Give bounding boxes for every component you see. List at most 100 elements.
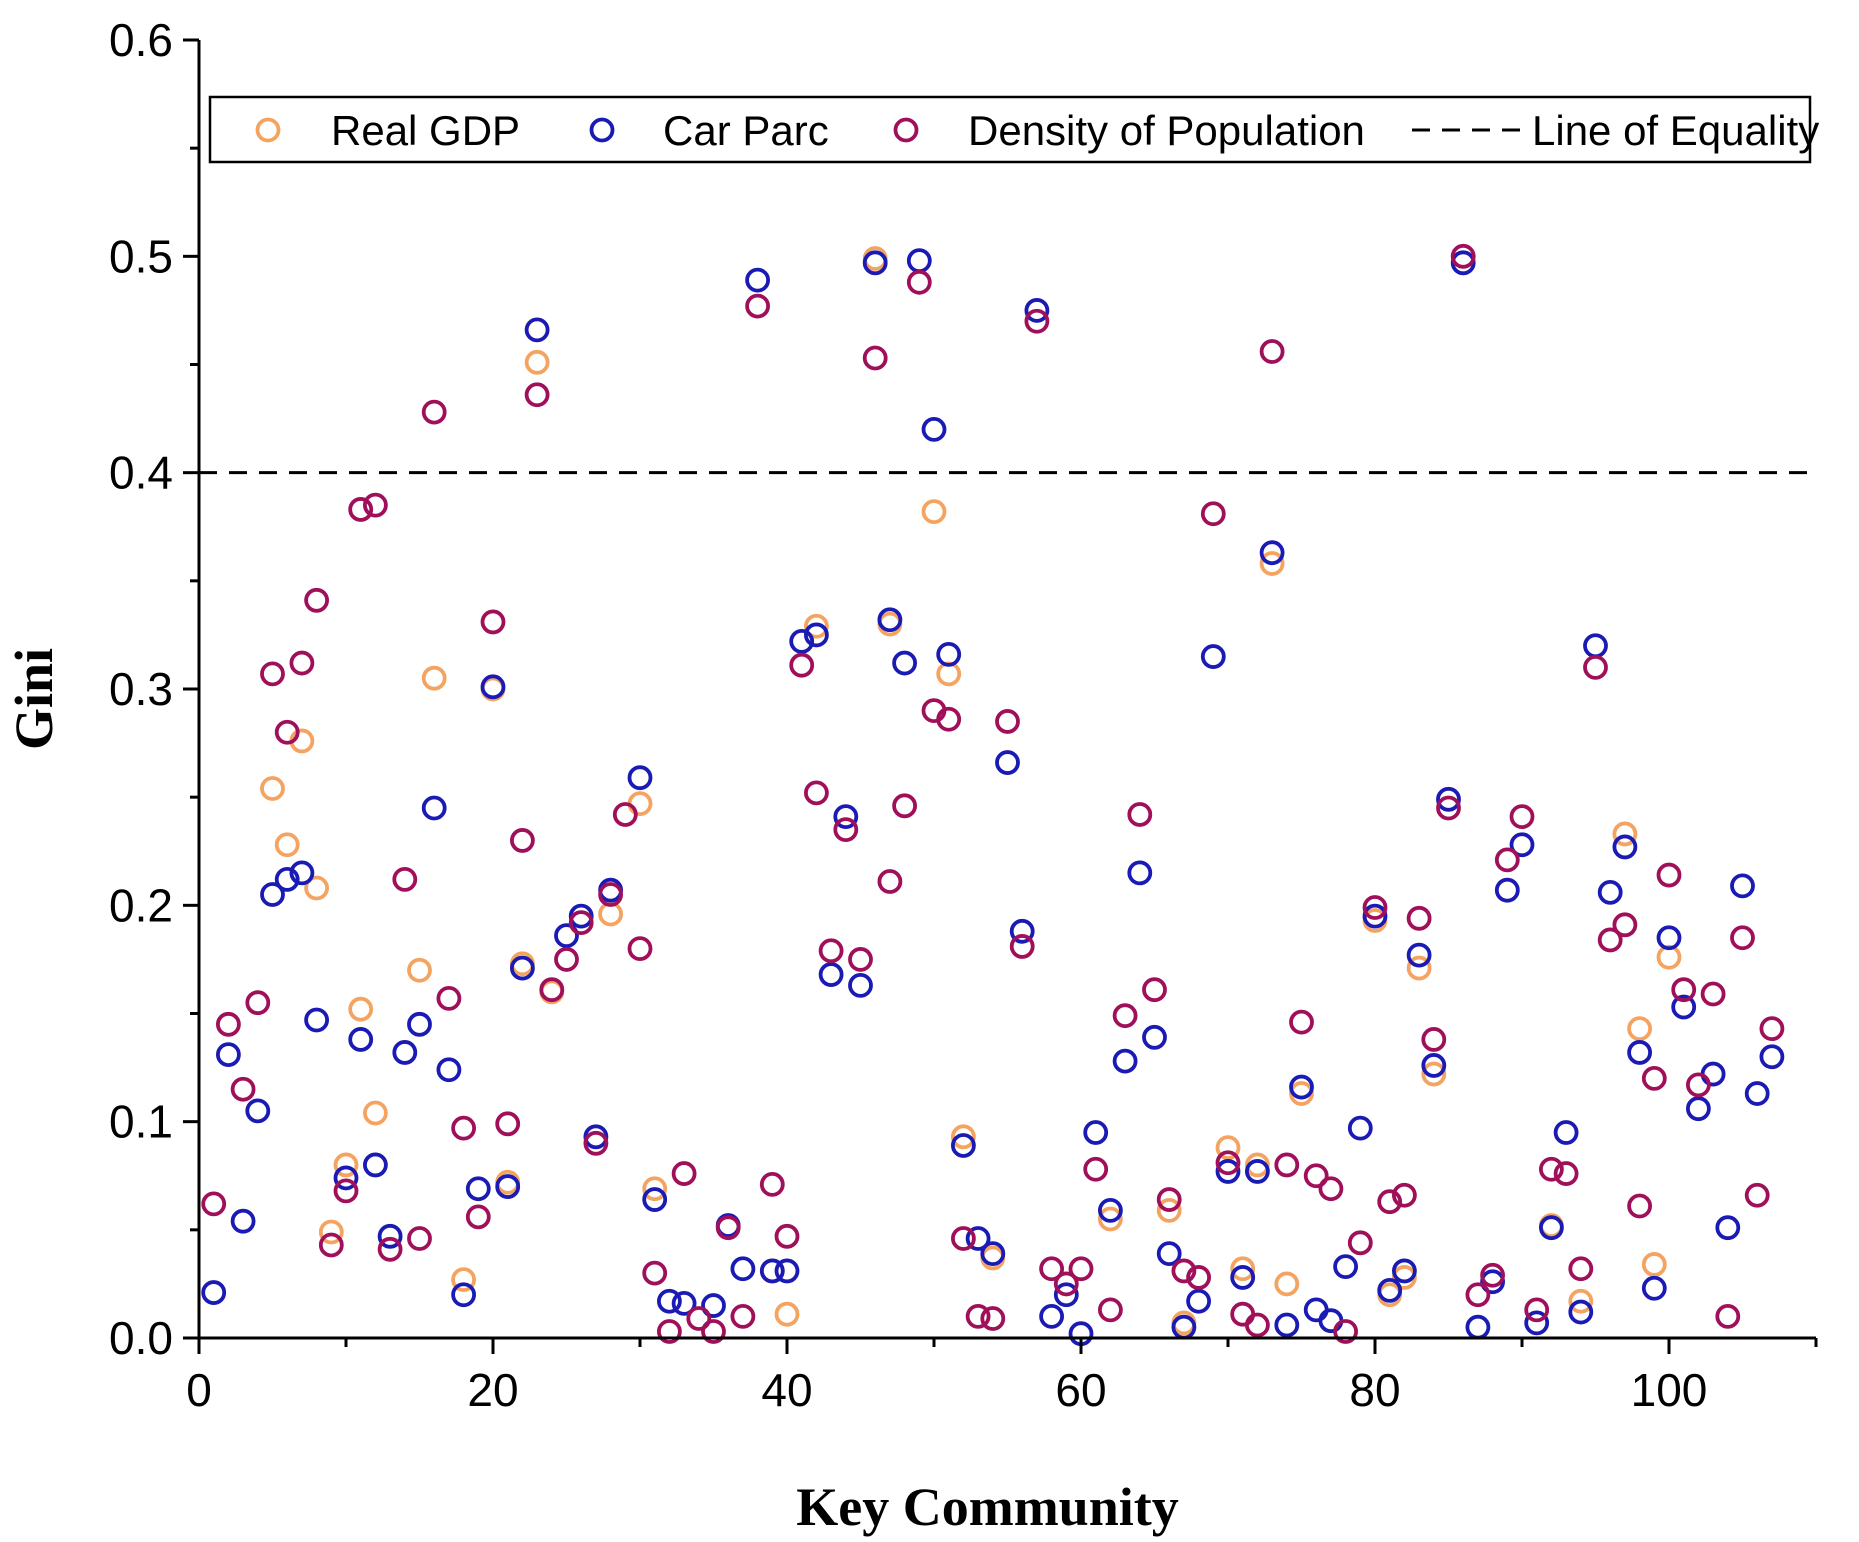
point-real-gdp	[333, 1152, 359, 1178]
point-car-parc	[921, 416, 947, 442]
point-density-of-population	[1715, 1303, 1741, 1329]
point-car-parc	[1612, 834, 1638, 860]
point-density-of-population	[1083, 1156, 1109, 1182]
point-density-of-population	[1274, 1152, 1300, 1178]
point-car-parc	[495, 1174, 521, 1199]
point-density-of-population	[1068, 1256, 1094, 1282]
point-real-gdp	[804, 613, 829, 639]
point-car-parc	[1759, 1044, 1785, 1070]
point-car-parc	[1362, 903, 1388, 929]
point-density-of-population	[362, 492, 388, 518]
point-car-parc	[1333, 1254, 1358, 1280]
point-density-of-population	[1200, 501, 1226, 527]
point-car-parc	[1539, 1215, 1564, 1241]
point-car-parc	[1259, 540, 1285, 566]
point-real-gdp	[274, 832, 300, 858]
point-car-parc	[1274, 1312, 1300, 1338]
point-density-of-population	[1127, 802, 1153, 827]
point-car-parc	[1730, 873, 1755, 899]
point-density-of-population	[1347, 1230, 1373, 1256]
point-car-parc	[348, 1027, 374, 1052]
point-real-gdp	[1627, 1016, 1652, 1042]
point-density-of-population	[1480, 1262, 1505, 1288]
point-density-of-population	[1303, 1163, 1329, 1189]
point-density-of-population	[510, 828, 535, 853]
legend-marker	[589, 117, 615, 143]
point-car-parc	[1715, 1215, 1741, 1241]
point-car-parc	[1568, 1299, 1594, 1325]
point-density-of-population	[1436, 795, 1461, 821]
point-car-parc	[465, 1176, 491, 1202]
point-density-of-population	[1730, 925, 1755, 951]
point-car-parc	[451, 1282, 477, 1308]
point-car-parc	[759, 1258, 785, 1284]
legend-label: Density of Population	[968, 107, 1365, 154]
legend-label: Line of Equality	[1532, 107, 1819, 154]
point-real-gdp	[642, 1176, 668, 1202]
point-car-parc	[1112, 1048, 1138, 1074]
point-car-parc	[730, 1256, 756, 1282]
point-density-of-population	[1142, 977, 1167, 1003]
point-car-parc	[333, 1165, 359, 1191]
point-real-gdp	[921, 499, 947, 525]
point-car-parc	[745, 267, 770, 293]
point-density-of-population	[980, 1306, 1006, 1331]
point-density-of-population	[1524, 1297, 1550, 1323]
point-real-gdp	[1421, 1061, 1447, 1087]
point-car-parc	[1083, 1120, 1109, 1145]
point-car-parc	[304, 1007, 330, 1033]
point-car-parc	[1421, 1053, 1447, 1078]
point-density-of-population	[965, 1303, 991, 1329]
point-car-parc	[1553, 1120, 1579, 1145]
points-layer	[201, 243, 1785, 1347]
point-real-gdp	[304, 875, 330, 901]
point-real-gdp	[260, 776, 285, 801]
point-car-parc	[980, 1241, 1006, 1267]
point-density-of-population	[1686, 1072, 1711, 1098]
point-density-of-population	[230, 1076, 256, 1102]
x-tick-label: 80	[1349, 1364, 1400, 1416]
point-car-parc	[862, 250, 888, 276]
point-car-parc	[1627, 1040, 1652, 1065]
point-real-gdp	[1156, 1197, 1182, 1223]
point-density-of-population	[201, 1191, 227, 1217]
point-car-parc	[1524, 1310, 1550, 1336]
point-car-parc	[230, 1208, 256, 1234]
point-density-of-population	[436, 985, 462, 1011]
point-car-parc	[1200, 644, 1226, 669]
point-density-of-population	[539, 977, 565, 1003]
point-car-parc	[215, 1042, 241, 1068]
point-car-parc	[1406, 942, 1432, 968]
point-real-gdp	[774, 1301, 800, 1327]
legend-item-density-of-population: Density of Population	[893, 107, 1365, 154]
point-density-of-population	[1627, 1193, 1652, 1219]
point-car-parc	[1377, 1278, 1403, 1303]
point-car-parc	[274, 866, 300, 892]
point-real-gdp	[951, 1124, 976, 1150]
point-real-gdp	[1641, 1252, 1667, 1277]
point-density-of-population	[524, 382, 550, 408]
point-car-parc	[877, 607, 903, 633]
point-density-of-population	[245, 990, 271, 1016]
point-car-parc	[965, 1226, 991, 1251]
point-car-parc	[1156, 1241, 1182, 1267]
point-car-parc	[1347, 1115, 1373, 1141]
point-density-of-population	[1568, 1256, 1594, 1282]
point-car-parc	[818, 962, 844, 987]
point-density-of-population	[1509, 804, 1535, 830]
point-car-parc	[1641, 1275, 1667, 1301]
point-density-of-population	[1259, 339, 1285, 364]
point-density-of-population	[657, 1319, 682, 1344]
point-car-parc	[995, 750, 1020, 775]
point-car-parc	[1686, 1096, 1711, 1122]
series-density-of-population	[201, 243, 1785, 1344]
x-tick-label: 40	[761, 1364, 812, 1416]
point-density-of-population	[745, 293, 770, 319]
point-density-of-population	[1612, 912, 1638, 938]
point-car-parc	[701, 1293, 726, 1318]
y-tick-label: 0.6	[109, 14, 173, 66]
point-density-of-population	[804, 780, 829, 806]
point-density-of-population	[1318, 1176, 1344, 1202]
point-density-of-population	[715, 1215, 741, 1241]
